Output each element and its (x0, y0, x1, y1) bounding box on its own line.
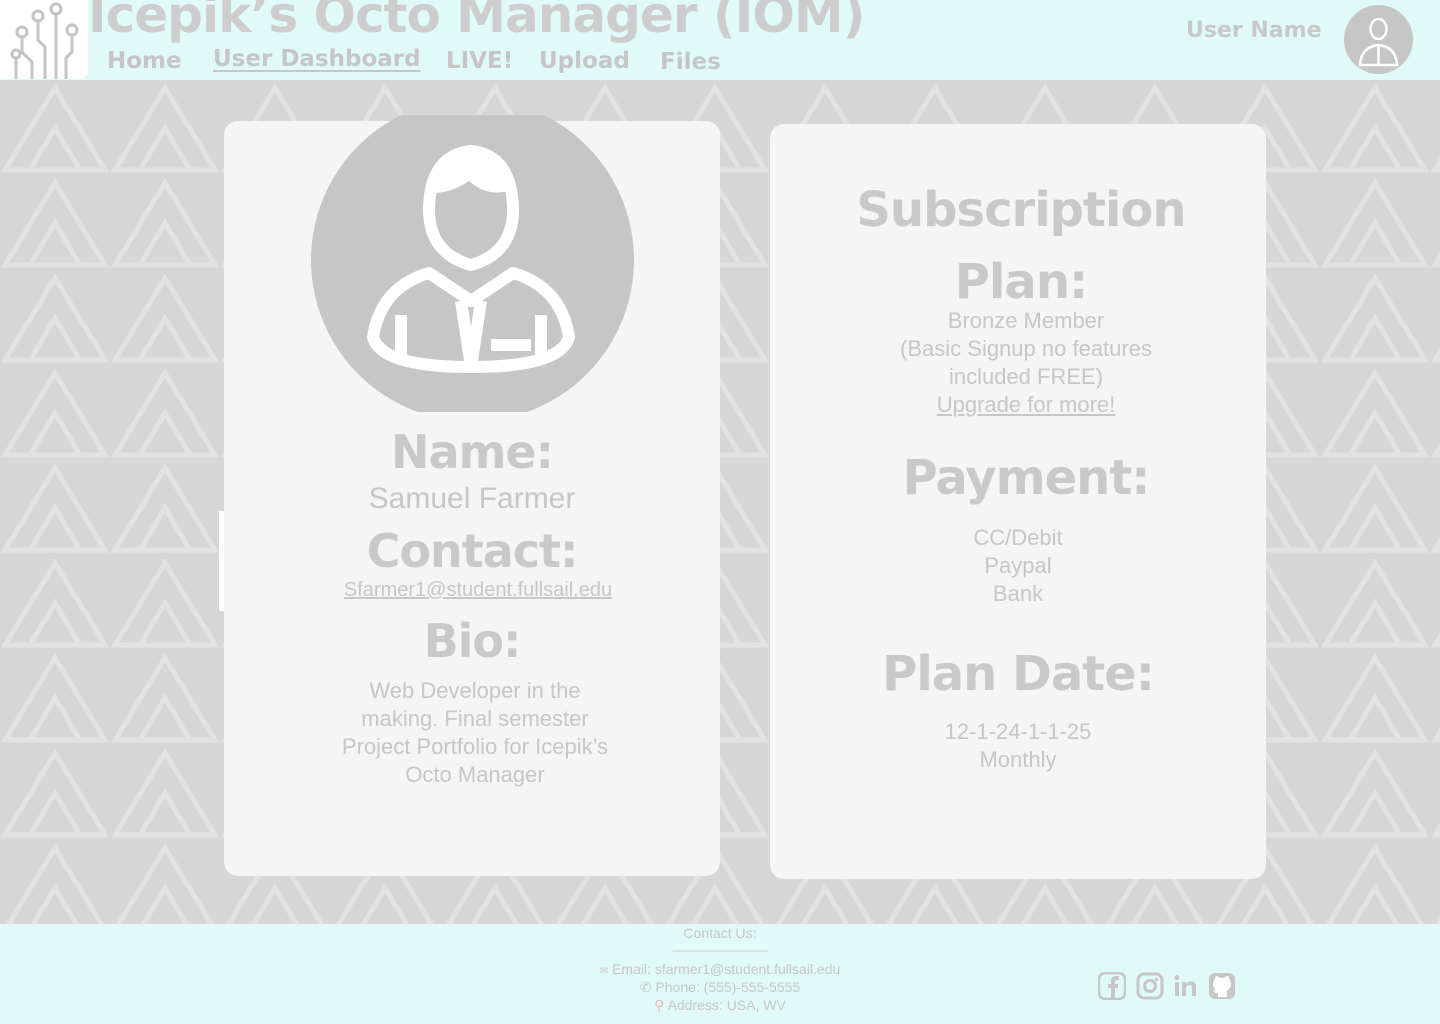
payment-method: CC/Debit (973, 525, 1063, 550)
nav-files[interactable]: Files (660, 49, 721, 75)
payment-methods: CC/Debit Paypal Bank (770, 524, 1266, 608)
footer-phone: Phone: (555)-555-5555 (655, 979, 801, 995)
header: Icepik’s Octo Manager (IOM) Home User Da… (0, 0, 1440, 80)
footer-address-row: ⚲ Address: USA, WV (560, 996, 880, 1014)
side-tab (219, 511, 225, 611)
linkedin-icon[interactable] (1172, 972, 1200, 1000)
plan-heading: Plan: (954, 254, 1088, 310)
upgrade-link[interactable]: Upgrade for more! (936, 392, 1116, 417)
bio-line: Project Portfolio for Icepik’s (341, 734, 609, 759)
avatar[interactable] (1344, 5, 1413, 74)
envelope-icon: ✉ (599, 966, 609, 977)
bio-text: Web Developer in the making. Final semes… (227, 677, 723, 789)
location-pin-icon: ⚲ (654, 997, 665, 1013)
circuit-icon (10, 2, 79, 79)
subscription-heading: Subscription (856, 182, 1186, 238)
payment-method: Paypal (984, 553, 1052, 578)
contact-email-link[interactable]: Sfarmer1@student.fullsail.edu (343, 579, 613, 601)
footer-email[interactable]: Email: sfarmer1@student.fullsail.edu (612, 961, 841, 977)
bio-heading: Bio: (423, 614, 522, 668)
logo[interactable] (0, 0, 88, 79)
nav-home[interactable]: Home (107, 48, 182, 74)
payment-method: Bank (992, 581, 1044, 606)
app-title: Icepik’s Octo Manager (IOM) (88, 0, 865, 44)
profile-name: Samuel Farmer (368, 482, 576, 515)
plan-line: included FREE) (948, 364, 1104, 389)
user-name-label[interactable]: User Name (1186, 18, 1322, 43)
plan-date-heading: Plan Date: (882, 646, 1155, 702)
user-avatar-icon (1358, 17, 1399, 67)
name-heading: Name: (390, 425, 554, 479)
footer: Contact Us: ----------------------------… (0, 924, 1440, 1024)
github-icon[interactable] (1208, 972, 1236, 1000)
footer-divider: ------------------------------------ (672, 945, 769, 957)
dashboard-main: Name: Samuel Farmer Contact: Sfarmer1@st… (0, 80, 1440, 924)
nav-user-dashboard[interactable]: User Dashboard (213, 46, 421, 72)
contact-heading: Contact: (366, 524, 579, 578)
facebook-icon[interactable] (1098, 972, 1126, 1000)
bio-line: Web Developer in the (369, 678, 581, 703)
phone-icon: ✆ (639, 979, 652, 995)
plan-cycle: Monthly (979, 747, 1057, 772)
footer-contact-heading: Contact Us: (683, 925, 757, 941)
plan-line: (Basic Signup no features (900, 336, 1152, 361)
nav-live[interactable]: LIVE! (446, 48, 514, 74)
footer-email-row[interactable]: ✉ Email: sfarmer1@student.fullsail.edu (560, 960, 880, 981)
plan-details: Bronze Member (Basic Signup no features … (778, 307, 1274, 419)
plan-date: 12-1-24-1-1-25 (944, 719, 1092, 744)
footer-address: Address: USA, WV (667, 997, 786, 1013)
bio-line: making. Final semester (361, 706, 589, 731)
subscription-card: Subscription Plan: Bronze Member (Basic … (770, 124, 1266, 879)
nav-upload[interactable]: Upload (539, 48, 630, 74)
plan-line: Bronze Member (947, 308, 1105, 333)
payment-heading: Payment: (902, 450, 1151, 506)
plan-date-details: 12-1-24-1-1-25 Monthly (770, 718, 1266, 774)
bio-line: Octo Manager (405, 762, 545, 787)
profile-card: Name: Samuel Farmer Contact: Sfarmer1@st… (224, 115, 723, 876)
footer-phone-row: ✆ Phone: (555)-555-5555 (560, 978, 880, 996)
instagram-icon[interactable] (1136, 972, 1164, 1000)
user-avatar-icon (311, 115, 634, 412)
profile-photo (311, 115, 634, 412)
